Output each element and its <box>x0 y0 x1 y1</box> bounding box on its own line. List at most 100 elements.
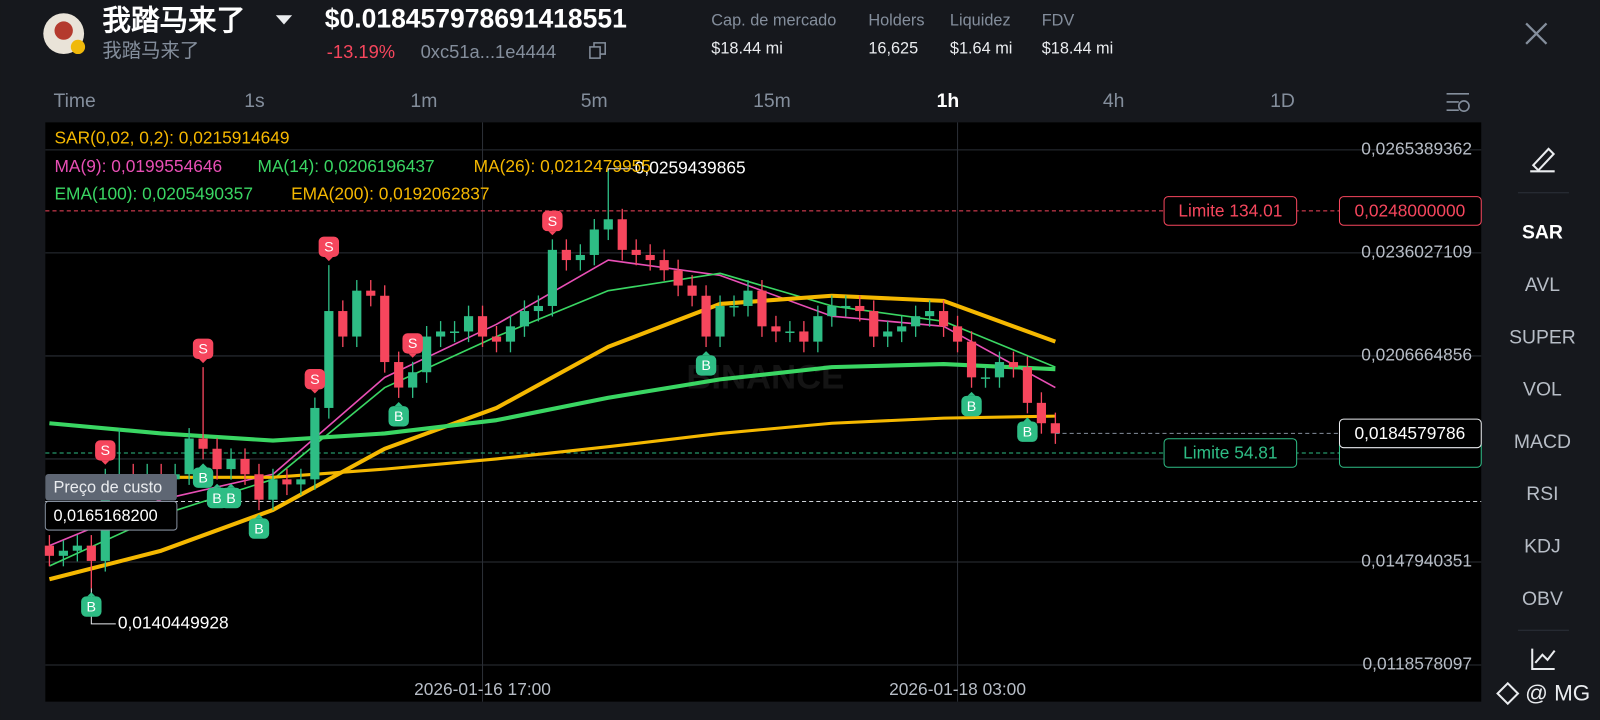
timeframe-tab[interactable]: 1m <box>410 90 437 112</box>
candle-body <box>380 295 390 363</box>
trade-marker <box>192 467 214 488</box>
indicator-tab[interactable]: SAR <box>1522 222 1563 244</box>
candle-body <box>491 336 502 342</box>
candle-body <box>952 326 963 342</box>
trade-marker <box>695 355 717 376</box>
legend-entry: MA(9): 0,0199554646 <box>55 156 223 176</box>
price-change: -13.19% <box>327 41 395 62</box>
marker-label: B <box>87 599 97 615</box>
candle-body <box>86 545 96 561</box>
marker-pointer <box>701 351 711 356</box>
marker-pointer <box>212 483 222 488</box>
price: $0.018457978691418551 <box>325 3 627 33</box>
candle-body <box>352 290 362 337</box>
indicator-tab[interactable]: AVL <box>1525 274 1560 296</box>
candle-body <box>701 295 711 337</box>
draw-tool-icon[interactable] <box>1530 147 1556 173</box>
timeframe-tab[interactable]: 1D <box>1270 90 1295 112</box>
close-button[interactable] <box>1525 22 1548 45</box>
marker-pointer <box>324 257 333 262</box>
legend-entry: MA(14): 0,0206196437 <box>257 156 434 176</box>
token-subname: 我踏马来了 <box>102 40 199 62</box>
timeframe-tab[interactable]: 1s <box>244 90 264 112</box>
candle-body <box>1050 423 1060 434</box>
legend-entry: EMA(100): 0,0205490357 <box>55 183 253 203</box>
contract-address: 0xc51a...1e4444 <box>421 41 557 62</box>
candle-body <box>394 362 404 388</box>
marker-pointer <box>1023 417 1032 422</box>
candle-body <box>44 545 54 556</box>
legend-entry: EMA(200): 0,0192062837 <box>291 183 489 203</box>
candle-body <box>477 316 488 337</box>
candle-body <box>897 326 907 332</box>
candle-body <box>1022 367 1033 403</box>
candle-body <box>366 290 376 296</box>
marker-label: B <box>226 491 236 507</box>
timeframe-tab[interactable]: 15m <box>753 90 791 112</box>
cost-title-tag <box>45 473 177 501</box>
copy-icon[interactable] <box>589 42 606 59</box>
candle-body <box>282 479 292 485</box>
candle-body <box>575 254 585 261</box>
brand-icon <box>1496 681 1520 706</box>
trade-marker <box>304 369 326 390</box>
candle-body <box>673 270 683 286</box>
current-price-tag <box>1338 418 1482 449</box>
candle-body <box>449 331 460 333</box>
candle-body <box>184 438 194 475</box>
candle-body <box>799 331 809 342</box>
marker-pointer <box>394 401 403 407</box>
note-label: 0,0259439865 <box>635 157 746 177</box>
candle-body <box>72 545 82 551</box>
trade-marker <box>95 440 116 461</box>
candle-body <box>813 316 823 342</box>
stat-label: Liquidez <box>950 12 1011 30</box>
limit-label: Limite 54.81 <box>1183 443 1277 463</box>
y-tick-label: 0,0118578097 <box>1363 654 1473 674</box>
candle-body <box>715 305 725 337</box>
stat-value: $18.44 mi <box>711 39 783 57</box>
candle-body <box>589 229 599 255</box>
candle-body <box>324 311 334 408</box>
candle-body <box>631 249 641 255</box>
current-price: 0,0184579786 <box>1354 423 1465 443</box>
trade-marker <box>961 395 982 417</box>
indicator-tab[interactable]: VOL <box>1523 379 1562 401</box>
candle-body <box>617 219 627 250</box>
candle-body <box>603 219 613 230</box>
chart-settings-icon[interactable] <box>1446 93 1470 112</box>
trade-marker <box>81 596 102 617</box>
indicator-tab[interactable]: RSI <box>1526 483 1558 505</box>
candle-body <box>785 331 795 333</box>
indicator-chart-icon[interactable] <box>1531 648 1556 671</box>
candle-body <box>547 249 557 306</box>
indicator-tab[interactable]: OBV <box>1522 588 1563 610</box>
candle-body <box>687 285 697 296</box>
marker-label: B <box>254 521 264 537</box>
candle-body <box>422 336 432 373</box>
candle-body <box>771 326 781 332</box>
marker-pointer <box>310 389 319 394</box>
note-label: 0,0140449928 <box>118 612 229 632</box>
sar-legend: SAR(0,02, 0,2): 0,0215914649 <box>55 127 290 147</box>
timeframe-tab[interactable]: 5m <box>581 90 608 112</box>
avatar-art <box>54 21 73 40</box>
candle-body <box>519 311 530 327</box>
trade-marker <box>1017 421 1038 442</box>
timeframe-tab[interactable]: 1h <box>937 90 960 112</box>
timeframe-tab[interactable]: 4h <box>1103 90 1125 112</box>
candle-body <box>1036 402 1046 424</box>
candle-body <box>645 254 655 261</box>
cost-value-tag <box>44 501 178 531</box>
indicator-tab[interactable]: SUPER <box>1509 326 1576 348</box>
candle-body <box>659 260 669 271</box>
candle-body <box>869 311 879 337</box>
indicator-tab[interactable]: MACD <box>1514 431 1571 453</box>
indicator-tab[interactable]: KDJ <box>1524 536 1561 558</box>
candle-body <box>980 377 991 379</box>
dropdown[interactable] <box>275 15 293 25</box>
marker-label: B <box>701 358 711 374</box>
marker-label: S <box>408 336 418 352</box>
timeframe-tab[interactable]: Time <box>53 90 95 112</box>
